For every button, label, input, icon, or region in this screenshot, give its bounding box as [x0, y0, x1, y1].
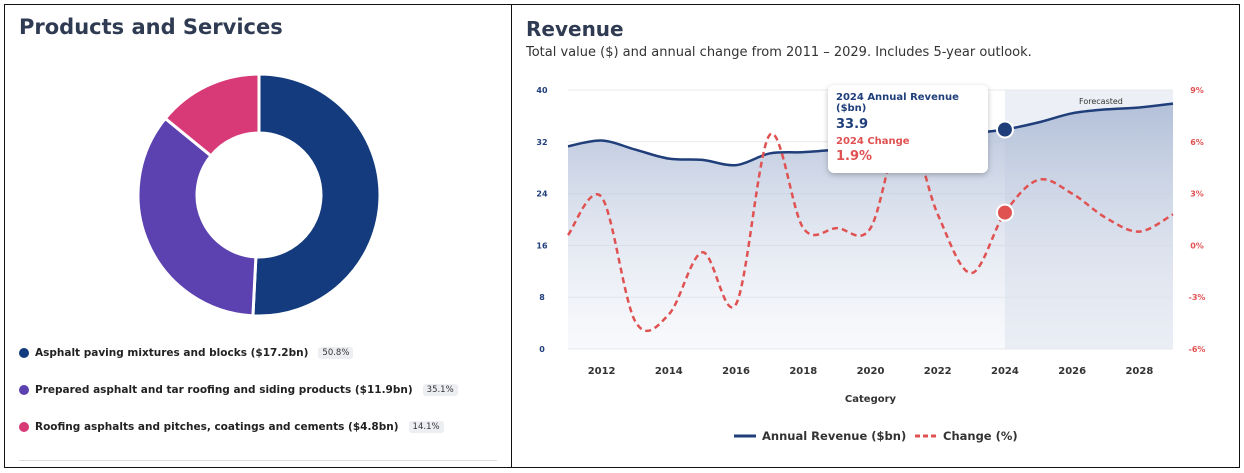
y-tick-left: 8: [539, 293, 545, 302]
tooltip-change-value: 1.9%: [836, 149, 873, 164]
change-point-2024: [995, 203, 1014, 222]
forecast-label: Forecasted: [1079, 97, 1123, 106]
tooltip-revenue-label: 2024 Annual Revenue ($bn): [836, 92, 959, 114]
y-tick-left: 32: [536, 138, 547, 147]
donut-chart: [136, 72, 382, 318]
y-tick-left: 40: [536, 86, 548, 95]
legend-revenue-label: Annual Revenue ($bn): [762, 429, 907, 443]
legend-label: Prepared asphalt and tar roofing and sid…: [35, 384, 413, 396]
revenue-subtitle: Total value ($) and annual change from 2…: [526, 45, 1032, 60]
y-tick-right: -6%: [1189, 345, 1206, 354]
revenue-line-chart: Forecasted 0 8 16 24 32 40 -6% -3% 0% 3% 6% 9% 2012 20…: [536, 86, 1206, 405]
x-tick: 2016: [722, 366, 750, 377]
legend-change-label: Change (%): [943, 429, 1018, 443]
tooltip-revenue-value: 33.9: [836, 117, 869, 132]
legend-dot: [19, 385, 29, 395]
legend-label: Roofing asphalts and pitches, coatings a…: [35, 421, 399, 433]
legend-solid-line-icon: [734, 434, 756, 438]
donut-slice: [136, 116, 258, 318]
legend-dot: [19, 348, 29, 358]
divider: [19, 460, 497, 461]
x-tick: 2028: [1125, 366, 1153, 377]
x-tick: 2026: [1058, 366, 1086, 377]
y-tick-left: 24: [536, 190, 548, 199]
x-tick: 2024: [991, 366, 1019, 377]
y-tick-right: -3%: [1189, 293, 1206, 302]
donut-slice: [251, 72, 382, 318]
legend-pct: 35.1%: [422, 384, 458, 396]
legend-dot: [19, 422, 29, 432]
x-tick: 2020: [857, 366, 885, 377]
x-axis-label: Category: [845, 394, 897, 405]
tooltip-change-label: 2024 Change: [836, 136, 910, 147]
legend-item-roofing-asphalts[interactable]: Roofing asphalts and pitches, coatings a…: [19, 421, 444, 433]
legend-item-roofing-products[interactable]: Prepared asphalt and tar roofing and sid…: [19, 384, 458, 396]
legend-revenue[interactable]: Annual Revenue ($bn): [734, 429, 906, 443]
x-tick: 2022: [924, 366, 952, 377]
x-tick: 2018: [789, 366, 817, 377]
legend-change[interactable]: Change (%): [915, 429, 1018, 443]
legend-dashed-line-icon: [915, 434, 937, 438]
legend-pct: 50.8%: [318, 347, 354, 359]
revenue-title: Revenue: [526, 17, 624, 41]
revenue-point-2024: [995, 120, 1014, 139]
x-tick: 2014: [655, 366, 683, 377]
y-tick-right: 6%: [1190, 138, 1204, 147]
products-services-panel: Products and Services Asphalt paving mix…: [4, 4, 512, 468]
products-title: Products and Services: [19, 15, 283, 39]
donut-slice: [163, 72, 261, 158]
legend-pct: 14.1%: [408, 421, 444, 433]
change-line: [566, 123, 1174, 333]
x-tick: 2012: [588, 366, 616, 377]
y-tick-right: 3%: [1190, 190, 1204, 199]
y-tick-left: 0: [539, 345, 545, 354]
y-tick-right: 9%: [1190, 86, 1204, 95]
tooltip: 2024 Annual Revenue ($bn) 33.9 2024 Chan…: [828, 85, 988, 173]
legend-label: Asphalt paving mixtures and blocks ($17.…: [35, 347, 309, 359]
y-tick-right: 0%: [1190, 241, 1204, 250]
revenue-panel: Revenue Total value ($) and annual chang…: [511, 4, 1240, 468]
legend-item-paving[interactable]: Asphalt paving mixtures and blocks ($17.…: [19, 347, 354, 359]
y-tick-left: 16: [536, 241, 548, 250]
